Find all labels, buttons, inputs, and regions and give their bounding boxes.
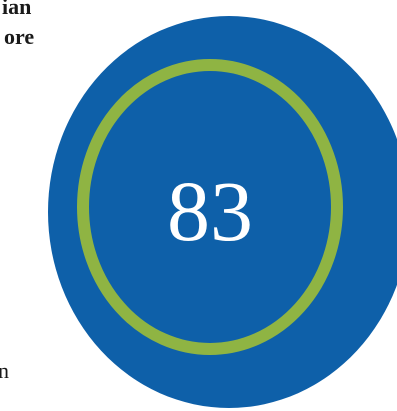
text-fragment-second: ore [4, 24, 35, 49]
badge-number: 83 [167, 163, 253, 259]
text-fragment-bottom: n [0, 358, 9, 383]
text-fragment-top: ian [2, 0, 32, 19]
score-badge: 83 [48, 16, 397, 408]
badge-ring [77, 59, 343, 355]
score-badge-graphic: 83 [48, 16, 397, 408]
